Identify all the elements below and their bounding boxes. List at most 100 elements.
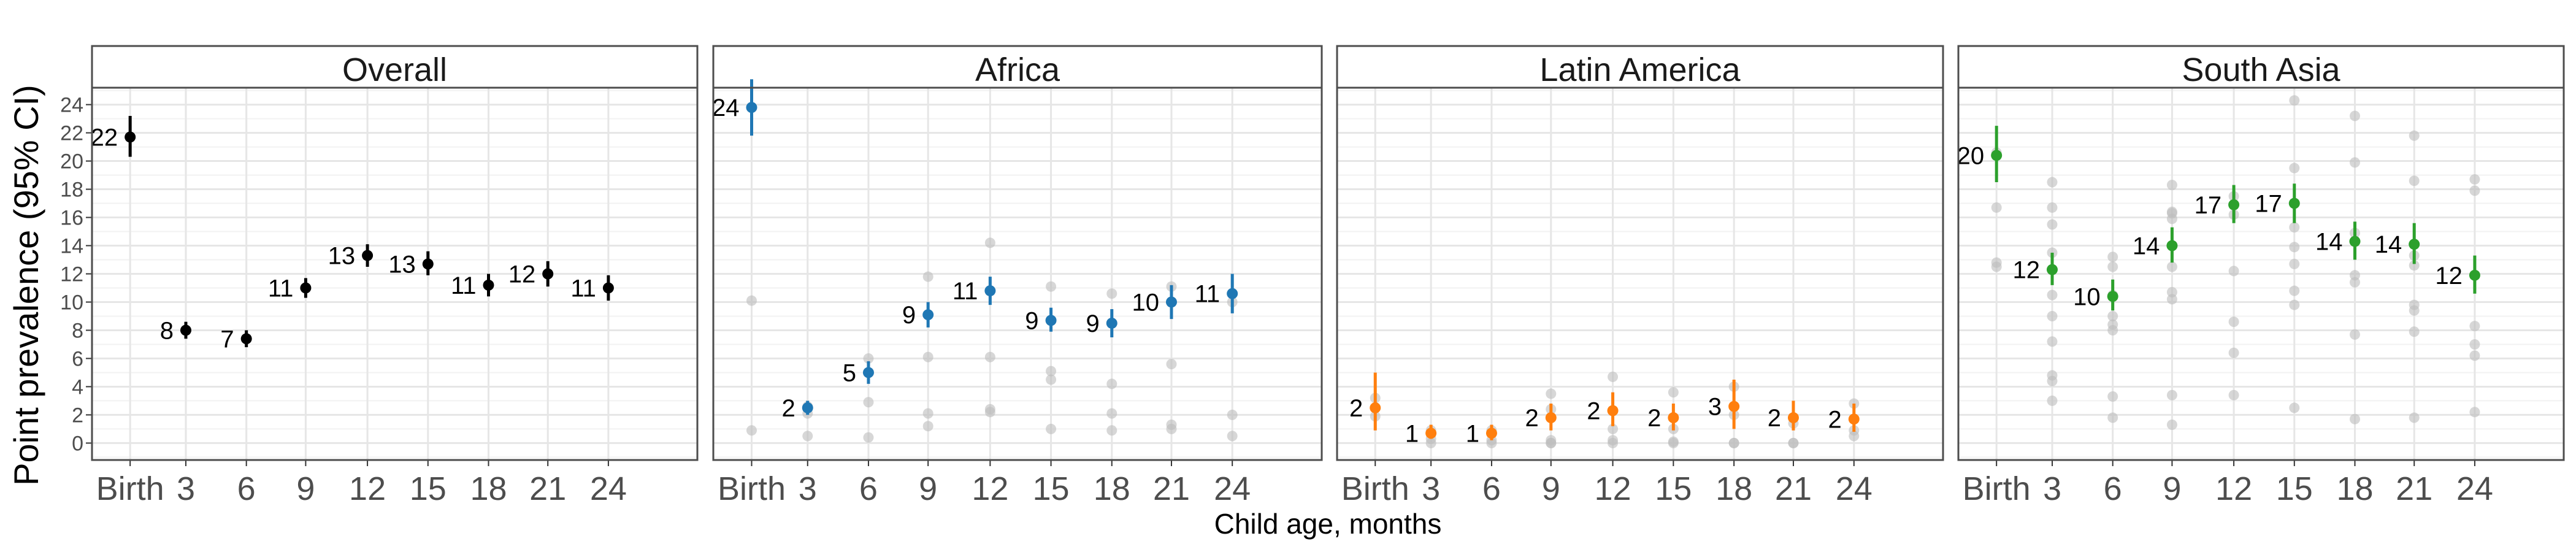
point-estimate <box>362 250 374 261</box>
background-point <box>863 397 874 408</box>
x-tick-label: 24 <box>2456 470 2493 507</box>
data-label: 7 <box>220 326 234 353</box>
data-label: 14 <box>2375 231 2402 258</box>
x-tick-label: 24 <box>1214 470 1251 507</box>
background-point <box>746 295 757 306</box>
x-tick-label: 24 <box>1836 470 1873 507</box>
background-point <box>1425 437 1436 448</box>
background-point <box>2409 260 2420 271</box>
data-label: 3 <box>1708 394 1722 421</box>
background-point <box>2166 180 2177 191</box>
x-tick-label: 15 <box>1033 470 1070 507</box>
background-point <box>984 407 995 418</box>
background-point <box>1046 281 1057 292</box>
x-tick-label: Birth <box>1341 470 1409 507</box>
y-tick-label: 0 <box>72 432 83 455</box>
y-tick-label: 8 <box>72 319 83 342</box>
point-estimate <box>1370 402 1381 413</box>
data-label: 12 <box>2435 263 2463 289</box>
x-tick-label: 9 <box>1542 470 1560 507</box>
data-label: 1 <box>1466 420 1479 447</box>
background-point <box>746 425 757 436</box>
background-point <box>1608 435 1619 446</box>
background-point <box>2047 395 2058 406</box>
background-point <box>2047 177 2058 188</box>
background-point <box>2047 375 2058 386</box>
background-point <box>2107 310 2118 321</box>
data-label: 8 <box>160 317 174 344</box>
background-point <box>2289 242 2300 253</box>
background-point <box>1788 437 1799 448</box>
point-estimate <box>862 367 874 378</box>
x-axis-label: Child age, months <box>1214 508 1442 540</box>
panel-title: Overall <box>342 52 447 88</box>
data-label: 2 <box>1647 405 1661 432</box>
y-axis-label: Point prevalence (95% CI) <box>7 85 45 486</box>
background-point <box>2107 391 2118 402</box>
background-point <box>1046 366 1057 377</box>
data-label: 12 <box>2012 257 2040 284</box>
x-tick-label: 12 <box>1595 470 1631 507</box>
background-point <box>2166 261 2177 272</box>
background-point <box>1608 371 1619 382</box>
background-point <box>1106 288 1117 299</box>
background-point <box>2409 175 2420 186</box>
background-point <box>922 421 933 432</box>
background-point <box>2409 326 2420 337</box>
background-point <box>2166 420 2177 431</box>
background-point <box>2289 163 2300 174</box>
background-point <box>2409 130 2420 141</box>
background-point <box>1166 359 1177 370</box>
y-tick-label: 20 <box>60 150 83 174</box>
point-estimate <box>2409 239 2420 250</box>
y-tick-label: 18 <box>60 178 83 202</box>
point-estimate <box>483 279 494 291</box>
data-label: 13 <box>328 243 356 270</box>
x-tick-label: 9 <box>2163 470 2181 507</box>
x-tick-label: 3 <box>1422 470 1440 507</box>
point-estimate <box>802 402 813 413</box>
background-point <box>2166 294 2177 305</box>
x-tick-label: 24 <box>590 470 627 507</box>
data-label: 17 <box>2255 191 2282 218</box>
x-tick-label: Birth <box>718 470 786 507</box>
data-label: 14 <box>2315 229 2343 256</box>
panel-border <box>1957 45 2565 461</box>
x-tick-label: 21 <box>529 470 566 507</box>
point-estimate <box>2046 264 2058 275</box>
background-point <box>2349 110 2360 121</box>
x-tick-label: 3 <box>799 470 817 507</box>
point-estimate <box>2166 240 2178 251</box>
background-point <box>922 408 933 419</box>
point-estimate <box>2288 197 2300 209</box>
background-point <box>2107 412 2118 423</box>
x-tick-label: 6 <box>237 470 256 507</box>
background-point <box>2469 339 2480 350</box>
data-label: 2 <box>1349 395 1363 422</box>
data-label: 2 <box>1768 405 1781 432</box>
point-estimate <box>1165 296 1177 308</box>
panel-strip <box>1958 46 2564 88</box>
background-point <box>2289 285 2300 296</box>
panel-strip <box>713 46 1322 88</box>
data-label: 11 <box>570 275 596 302</box>
point-estimate <box>1485 427 1497 439</box>
background-point <box>2047 289 2058 301</box>
point-estimate <box>984 285 996 297</box>
background-point <box>1106 425 1117 436</box>
background-point <box>863 353 874 364</box>
x-tick-label: 15 <box>410 470 447 507</box>
background-point <box>1849 431 1860 442</box>
data-label: 2 <box>1587 398 1600 425</box>
background-point <box>1546 437 1557 448</box>
data-label: 11 <box>451 272 477 299</box>
data-label: 2 <box>782 395 795 422</box>
x-tick-label: 15 <box>1655 470 1692 507</box>
data-label: 9 <box>1086 310 1100 337</box>
data-label: 9 <box>1025 307 1038 334</box>
background-point <box>2047 336 2058 347</box>
y-tick-label: 24 <box>60 94 83 117</box>
background-point <box>2469 321 2480 332</box>
background-point <box>2289 95 2300 106</box>
